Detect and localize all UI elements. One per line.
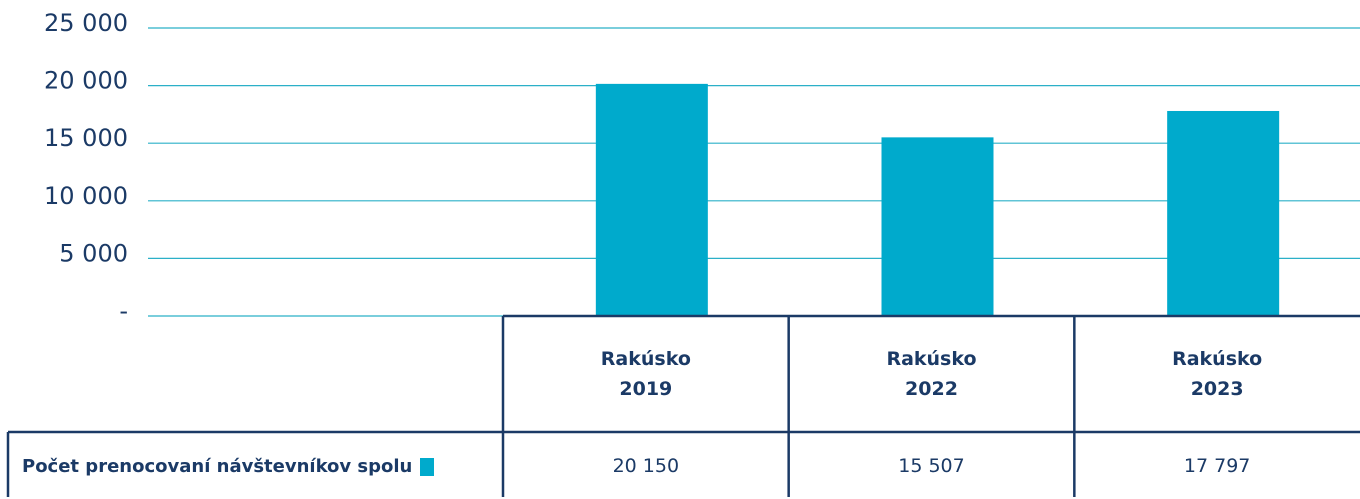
x-tick-label: Rakúsko 2023 <box>1172 348 1263 400</box>
legend-label: Počet prenocovaní návštevníkov spolu <box>22 456 413 477</box>
x-tick-label: Rakúsko 2022 <box>886 348 977 400</box>
value-label: 20 150 <box>612 455 680 477</box>
bar <box>1167 110 1280 316</box>
value-label: 15 507 <box>898 455 965 477</box>
legend-entry: Počet prenocovaní návštevníkov spolu <box>22 456 435 477</box>
x-tick-label: Rakúsko 2019 <box>600 348 691 400</box>
y-tick-label: 10 000 <box>44 182 128 210</box>
y-tick-label: 25 000 <box>44 9 128 37</box>
y-tick-label: 20 000 <box>44 67 128 95</box>
value-label: 17 797 <box>1183 455 1251 477</box>
bar <box>595 83 708 316</box>
y-tick-label: 5 000 <box>59 239 128 267</box>
legend-swatch <box>420 457 435 476</box>
bar <box>881 137 994 316</box>
y-tick-label: 15 000 <box>44 124 128 152</box>
y-tick-label: - <box>119 297 128 325</box>
